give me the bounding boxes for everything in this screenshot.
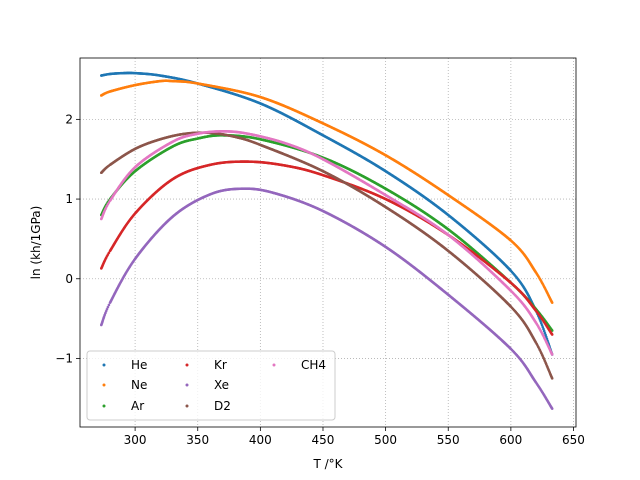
- data-point: [542, 327, 545, 331]
- series-group: [99, 71, 554, 410]
- data-point: [541, 325, 545, 329]
- series-Ne: [99, 79, 554, 304]
- data-point: [550, 333, 554, 336]
- data-point: [550, 301, 554, 304]
- data-point: [107, 303, 111, 307]
- data-point: [550, 407, 554, 410]
- series-Ar: [99, 134, 554, 332]
- data-point: [540, 323, 544, 327]
- series-D2: [99, 131, 554, 380]
- data-point: [550, 377, 554, 380]
- series-Kr: [99, 160, 554, 336]
- data-point: [542, 329, 546, 333]
- data-point: [540, 322, 543, 325]
- series-CH4: [99, 130, 554, 356]
